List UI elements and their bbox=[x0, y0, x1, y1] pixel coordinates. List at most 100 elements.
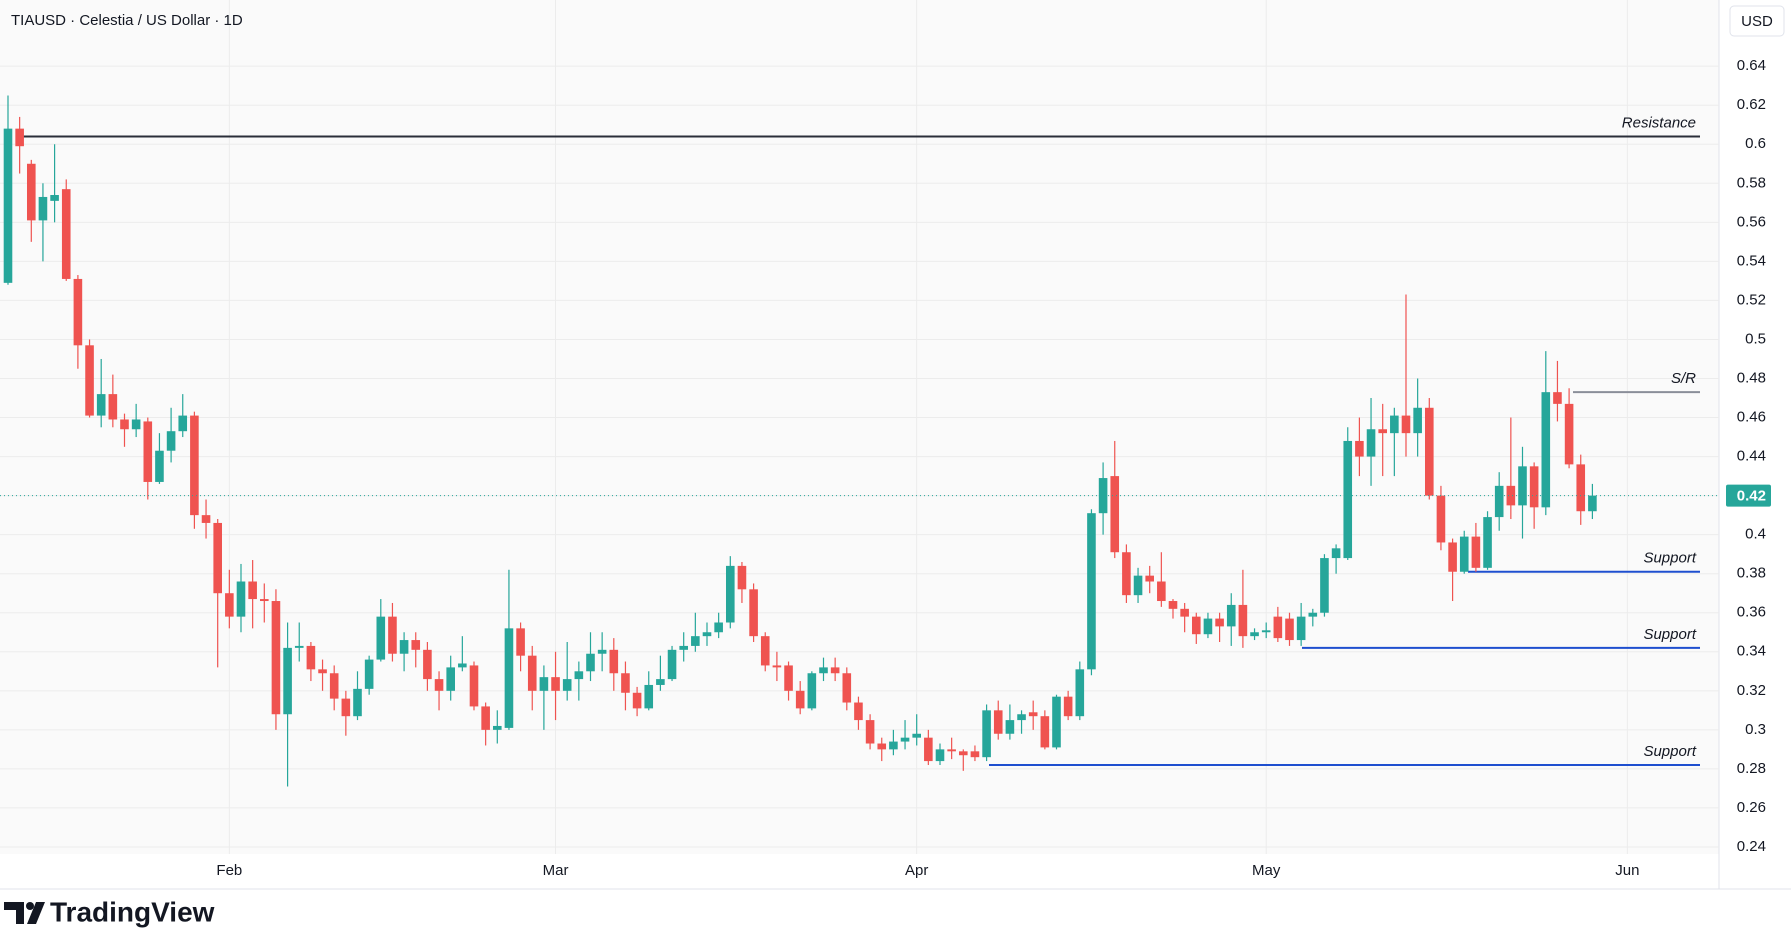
logo-mark bbox=[4, 902, 24, 924]
candle-body bbox=[551, 677, 560, 691]
candle-body bbox=[1529, 466, 1539, 508]
candle-body bbox=[889, 741, 898, 750]
candle-body bbox=[1553, 392, 1562, 404]
y-tick-label: 0.54 bbox=[1737, 252, 1766, 269]
candle-body bbox=[481, 706, 490, 730]
candle-body bbox=[1226, 604, 1236, 627]
candle-body bbox=[1261, 630, 1271, 633]
y-tick-label: 0.26 bbox=[1737, 799, 1766, 816]
candle-body bbox=[178, 415, 188, 432]
candle-body bbox=[458, 663, 467, 668]
brand-logo bbox=[4, 902, 45, 924]
candle-body bbox=[830, 667, 840, 674]
candle-body bbox=[61, 189, 71, 279]
candle-body bbox=[691, 636, 700, 646]
y-tick-label: 0.58 bbox=[1737, 174, 1766, 191]
candle-body bbox=[795, 690, 805, 709]
candle-body bbox=[96, 394, 106, 416]
candle-body bbox=[85, 345, 94, 416]
candle-body bbox=[1401, 415, 1411, 434]
candle-body bbox=[854, 702, 863, 721]
candle-body bbox=[248, 581, 257, 600]
candle-body bbox=[516, 628, 525, 656]
candle-body bbox=[1028, 712, 1038, 717]
candle-body bbox=[1331, 548, 1341, 559]
candle-body bbox=[527, 655, 537, 691]
y-tick-label: 0.48 bbox=[1737, 369, 1766, 386]
candle-body bbox=[1355, 440, 1364, 457]
candle-body bbox=[1052, 696, 1061, 748]
candle-body bbox=[364, 659, 374, 689]
candle-body bbox=[1471, 536, 1481, 568]
candle-body bbox=[3, 128, 13, 283]
axes: 0.24 0.26 0.28 0.3 0.32 0.34 0.36 0.38 0.4 0.42 0.… bbox=[0, 57, 1771, 879]
levels: Resistance S/R Support Support Support bbox=[23, 114, 1700, 766]
candle-body bbox=[597, 649, 607, 654]
candle-body bbox=[1285, 618, 1294, 641]
candle-body bbox=[679, 645, 688, 650]
candle-body bbox=[1564, 403, 1574, 465]
candle-body bbox=[714, 622, 723, 633]
candle-body bbox=[900, 737, 910, 742]
y-tick-label: 0.56 bbox=[1737, 213, 1766, 230]
x-tick-label: Feb bbox=[216, 862, 242, 879]
y-tick-label: 0.34 bbox=[1737, 643, 1766, 660]
candle-body bbox=[1448, 542, 1457, 572]
candle-body bbox=[423, 649, 432, 680]
candle-body bbox=[632, 692, 642, 709]
candle-body bbox=[1459, 536, 1469, 572]
candle-body bbox=[294, 645, 304, 648]
y-tick-label: 0.6 bbox=[1745, 135, 1766, 152]
candle-body bbox=[504, 628, 514, 728]
candle-body bbox=[1157, 581, 1166, 602]
candle-body bbox=[271, 601, 281, 715]
candle-body bbox=[1087, 513, 1096, 670]
y-tick-label: 0.52 bbox=[1737, 291, 1766, 308]
currency-label[interactable]: USD bbox=[1741, 13, 1773, 30]
candle-body bbox=[1273, 616, 1283, 639]
candle-body bbox=[1075, 669, 1085, 717]
candle-body bbox=[574, 671, 584, 680]
candle-body bbox=[143, 421, 153, 482]
candle-body bbox=[213, 522, 222, 594]
plot-background bbox=[0, 0, 1719, 854]
candle-body bbox=[586, 653, 595, 672]
currency-button[interactable] bbox=[1729, 5, 1785, 37]
candle-body bbox=[376, 616, 386, 660]
candle-body bbox=[1110, 476, 1120, 553]
candle-body bbox=[1588, 495, 1597, 512]
level-label: Support bbox=[1643, 743, 1696, 760]
candle-body bbox=[306, 645, 316, 670]
candle-body bbox=[225, 593, 234, 617]
candle-body bbox=[993, 710, 1003, 734]
candle-body bbox=[434, 679, 444, 691]
candle-body bbox=[819, 667, 828, 674]
candle-body bbox=[318, 669, 327, 674]
y-tick-label: 0.46 bbox=[1737, 409, 1766, 426]
chart-title: TIAUSD · Celestia / US Dollar · 1D bbox=[11, 12, 243, 29]
candle-body bbox=[155, 450, 164, 482]
last-price-tag bbox=[1726, 484, 1771, 507]
candle-body bbox=[120, 419, 129, 430]
time-axis-background bbox=[0, 854, 1719, 889]
candle-body bbox=[1576, 464, 1586, 512]
y-tick-label: 0.64 bbox=[1737, 57, 1766, 74]
candle-body bbox=[446, 667, 455, 691]
candles bbox=[3, 95, 1597, 787]
candle-body bbox=[1191, 616, 1201, 635]
x-tick-label: Mar bbox=[543, 862, 569, 879]
candle-body bbox=[1343, 440, 1353, 559]
x-tick-label: May bbox=[1252, 862, 1281, 879]
candle-body bbox=[166, 431, 176, 451]
x-tick-label: Apr bbox=[905, 862, 928, 879]
candle-body bbox=[784, 665, 793, 691]
candle-body bbox=[1145, 575, 1154, 582]
candle-body bbox=[749, 589, 758, 637]
candle-body bbox=[1308, 612, 1318, 617]
candle-body bbox=[341, 698, 351, 717]
candle-body bbox=[912, 733, 921, 738]
candle-body bbox=[50, 195, 59, 201]
candle-body bbox=[865, 720, 875, 744]
candle-body bbox=[26, 163, 36, 221]
